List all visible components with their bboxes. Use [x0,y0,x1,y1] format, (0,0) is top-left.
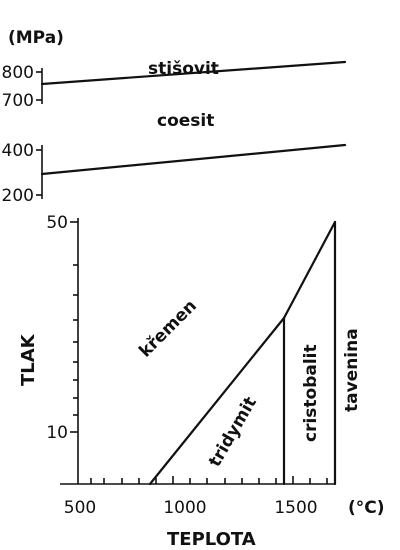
stisovit-boundary-line [40,60,347,86]
y-axis-title: TLAK [18,333,39,386]
phase-label-tavenina: tavenina [342,328,362,412]
phase-label-coesit: coesit [157,111,214,131]
main-tick-label-10: 10 [46,423,68,443]
y-unit-label: (MPa) [8,28,64,48]
stisovit-tick-label-800: 800 [2,63,34,83]
boundary-kremen-cristobalit [282,220,337,320]
panel-main: 50 10 [18,213,385,550]
phase-label-stisovit: stišovit [148,59,219,79]
main-tick-label-50: 50 [46,213,68,233]
phase-label-cristobalit: cristobalit [301,344,321,442]
x-tick-label-1500: 1500 [274,498,317,518]
x-tick-label-500: 500 [64,498,96,518]
coesit-tick-label-400: 400 [2,141,34,161]
x-unit-label: (°C) [348,498,385,518]
panel-stisovit: 800 700 stišovit [2,59,347,111]
coesit-tick-label-200: 200 [2,186,34,206]
main-y-minor-ticks [73,264,78,416]
stisovit-tick-label-700: 700 [2,91,34,111]
boundary-kremen-tridymit [148,316,286,486]
x-axis-title: TEPLOTA [167,529,256,550]
main-x-ticks [90,476,328,484]
coesit-boundary-line [40,143,347,176]
panel-coesit: coesit 400 200 [2,111,347,206]
phase-label-kremen: křemen [135,296,200,361]
x-tick-label-1000: 1000 [163,498,206,518]
